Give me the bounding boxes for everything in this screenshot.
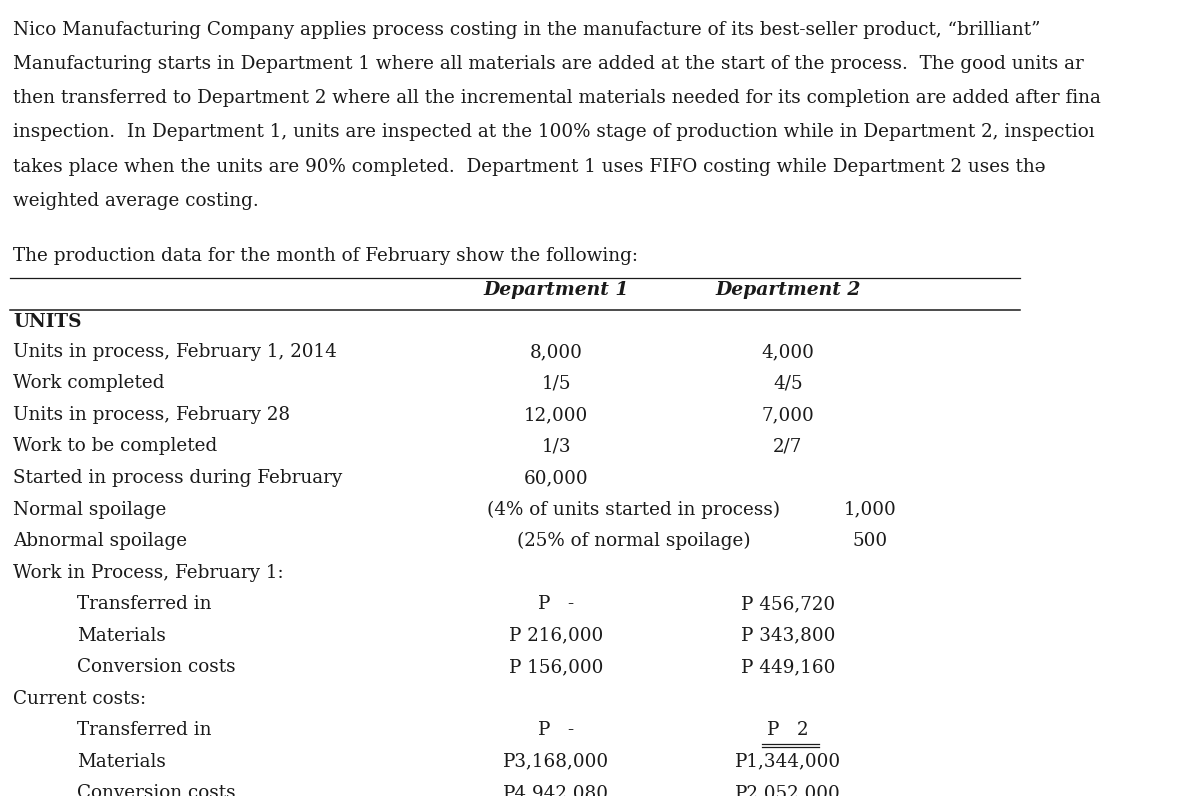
Text: takes place when the units are 90% completed.  Department 1 uses FIFO costing wh: takes place when the units are 90% compl… xyxy=(13,158,1046,176)
Text: Work completed: Work completed xyxy=(13,374,164,392)
Text: 1/5: 1/5 xyxy=(541,374,571,392)
Text: Department 2: Department 2 xyxy=(715,282,860,299)
Text: Work in Process, February 1:: Work in Process, February 1: xyxy=(13,564,284,582)
Text: 4/5: 4/5 xyxy=(773,374,803,392)
Text: 12,000: 12,000 xyxy=(524,406,588,424)
Text: P   -: P - xyxy=(538,595,575,613)
Text: Materials: Materials xyxy=(77,753,166,771)
Text: Transferred in: Transferred in xyxy=(77,595,211,613)
Text: P 456,720: P 456,720 xyxy=(740,595,835,613)
Text: weighted average costing.: weighted average costing. xyxy=(13,192,259,209)
Text: inspection.  In Department 1, units are inspected at the 100% stage of productio: inspection. In Department 1, units are i… xyxy=(13,123,1096,142)
Text: P   -: P - xyxy=(538,721,575,739)
Text: then transferred to Department 2 where all the incremental materials needed for : then transferred to Department 2 where a… xyxy=(13,89,1102,107)
Text: Nico Manufacturing Company applies process costing in the manufacture of its bes: Nico Manufacturing Company applies proce… xyxy=(13,21,1040,39)
Text: 1/3: 1/3 xyxy=(541,438,571,455)
Text: P3,168,000: P3,168,000 xyxy=(503,753,610,771)
Text: Current costs:: Current costs: xyxy=(13,689,146,708)
Text: Materials: Materials xyxy=(77,626,166,645)
Text: P 449,160: P 449,160 xyxy=(740,658,835,676)
Text: P   2: P 2 xyxy=(767,721,809,739)
Text: P4,942,080: P4,942,080 xyxy=(503,784,610,796)
Text: P 216,000: P 216,000 xyxy=(509,626,604,645)
Text: Conversion costs: Conversion costs xyxy=(77,784,236,796)
Text: 2/7: 2/7 xyxy=(773,438,803,455)
Text: Work to be completed: Work to be completed xyxy=(13,438,217,455)
Text: Units in process, February 1, 2014: Units in process, February 1, 2014 xyxy=(13,343,337,361)
Text: (4% of units started in process): (4% of units started in process) xyxy=(487,501,780,519)
Text: Conversion costs: Conversion costs xyxy=(77,658,236,676)
Text: Department 1: Department 1 xyxy=(484,282,629,299)
Text: The production data for the month of February show the following:: The production data for the month of Feb… xyxy=(13,247,638,265)
Text: Abnormal spoilage: Abnormal spoilage xyxy=(13,532,187,550)
Text: 7,000: 7,000 xyxy=(762,406,815,424)
Text: Started in process during February: Started in process during February xyxy=(13,469,343,487)
Text: Normal spoilage: Normal spoilage xyxy=(13,501,167,518)
Text: UNITS: UNITS xyxy=(13,313,82,331)
Text: (25% of normal spoilage): (25% of normal spoilage) xyxy=(517,532,750,550)
Text: 500: 500 xyxy=(853,532,888,550)
Text: P 156,000: P 156,000 xyxy=(509,658,604,676)
Text: 60,000: 60,000 xyxy=(524,469,588,487)
Text: P 343,800: P 343,800 xyxy=(740,626,835,645)
Text: 8,000: 8,000 xyxy=(529,343,583,361)
Text: 1,000: 1,000 xyxy=(844,501,896,518)
Text: P2,052,000: P2,052,000 xyxy=(736,784,841,796)
Text: 4,000: 4,000 xyxy=(762,343,815,361)
Text: Manufacturing starts in Department 1 where all materials are added at the start : Manufacturing starts in Department 1 whe… xyxy=(13,55,1084,73)
Text: P1,344,000: P1,344,000 xyxy=(734,753,841,771)
Text: Units in process, February 28: Units in process, February 28 xyxy=(13,406,290,424)
Text: Transferred in: Transferred in xyxy=(77,721,211,739)
